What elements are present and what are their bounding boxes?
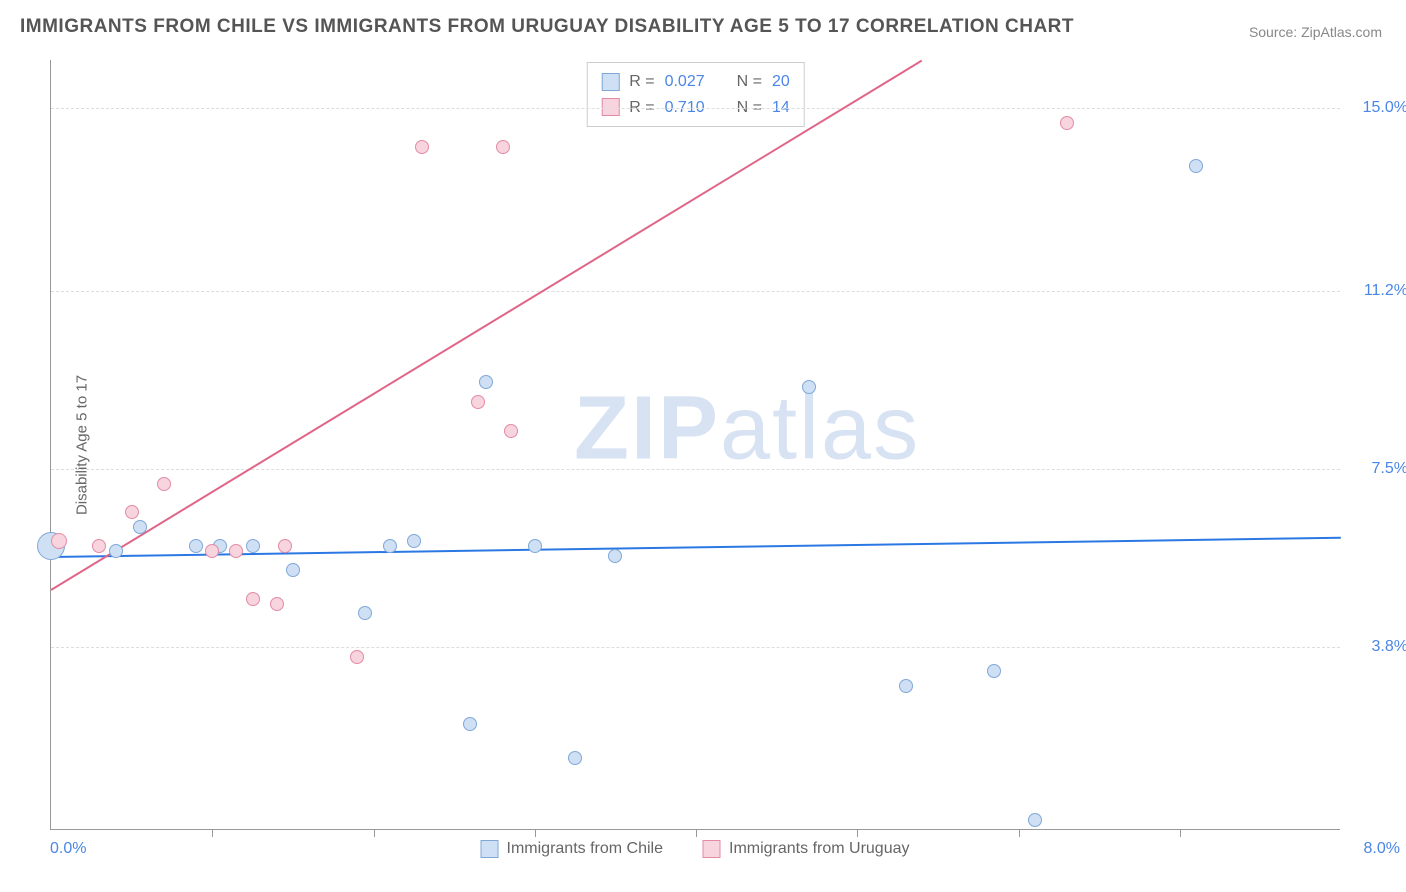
data-point (1189, 159, 1203, 173)
data-point (407, 534, 421, 548)
data-point (246, 539, 260, 553)
x-tick (857, 829, 858, 837)
x-tick (212, 829, 213, 837)
legend-r-label: R = (629, 69, 654, 95)
legend-swatch (601, 73, 619, 91)
data-point (157, 477, 171, 491)
data-point (358, 606, 372, 620)
y-tick-label: 7.5% (1372, 460, 1406, 478)
data-point (278, 539, 292, 553)
data-point (92, 539, 106, 553)
data-point (133, 520, 147, 534)
data-point (528, 539, 542, 553)
gridline-h (51, 647, 1340, 648)
legend-correlation: R =0.027N =20R =0.710N =14 (586, 62, 805, 127)
data-point (350, 650, 364, 664)
x-tick-max: 8.0% (1364, 840, 1400, 858)
trend-line (51, 536, 1341, 557)
data-point (270, 597, 284, 611)
chart-area: Disability Age 5 to 17 ZIPatlas R =0.027… (50, 60, 1340, 830)
y-tick-label: 11.2% (1364, 282, 1406, 300)
legend-series-item: Immigrants from Chile (481, 840, 663, 858)
watermark-rest: atlas (720, 379, 920, 479)
data-point (286, 563, 300, 577)
data-point (125, 505, 139, 519)
data-point (608, 549, 622, 563)
data-point (1060, 116, 1074, 130)
data-point (109, 544, 123, 558)
gridline-h (51, 108, 1340, 109)
legend-series-label: Immigrants from Chile (507, 840, 663, 858)
x-tick (1019, 829, 1020, 837)
data-point (987, 664, 1001, 678)
data-point (504, 424, 518, 438)
legend-series-item: Immigrants from Uruguay (703, 840, 910, 858)
data-point (463, 717, 477, 731)
x-tick (696, 829, 697, 837)
legend-swatch (481, 840, 499, 858)
data-point (51, 533, 67, 549)
y-tick-label: 15.0% (1363, 99, 1406, 117)
x-tick-min: 0.0% (50, 840, 86, 858)
watermark-bold: ZIP (574, 379, 720, 479)
plot-region: ZIPatlas R =0.027N =20R =0.710N =14 3.8%… (50, 60, 1340, 830)
chart-title: IMMIGRANTS FROM CHILE VS IMMIGRANTS FROM… (20, 16, 1074, 38)
legend-series: Immigrants from Chile Immigrants from Uru… (481, 840, 910, 858)
source-label: Source: ZipAtlas.com (1249, 24, 1382, 40)
legend-row: R = 0.027 N = 20 (601, 69, 790, 95)
x-tick (374, 829, 375, 837)
data-point (479, 375, 493, 389)
y-tick-label: 3.8% (1372, 638, 1406, 656)
legend-series-label: Immigrants from Uruguay (729, 840, 910, 858)
data-point (246, 592, 260, 606)
x-tick (1180, 829, 1181, 837)
watermark: ZIPatlas (574, 378, 920, 481)
x-tick (535, 829, 536, 837)
data-point (496, 140, 510, 154)
data-point (189, 539, 203, 553)
data-point (1028, 813, 1042, 827)
data-point (899, 679, 913, 693)
data-point (383, 539, 397, 553)
legend-n-value: 20 (772, 69, 790, 95)
legend-n-label: N = (737, 69, 762, 95)
legend-r-value: 0.027 (665, 69, 705, 95)
data-point (802, 380, 816, 394)
data-point (205, 544, 219, 558)
data-point (415, 140, 429, 154)
gridline-h (51, 291, 1340, 292)
data-point (471, 395, 485, 409)
legend-swatch (703, 840, 721, 858)
data-point (229, 544, 243, 558)
trend-line (50, 60, 922, 591)
data-point (568, 751, 582, 765)
